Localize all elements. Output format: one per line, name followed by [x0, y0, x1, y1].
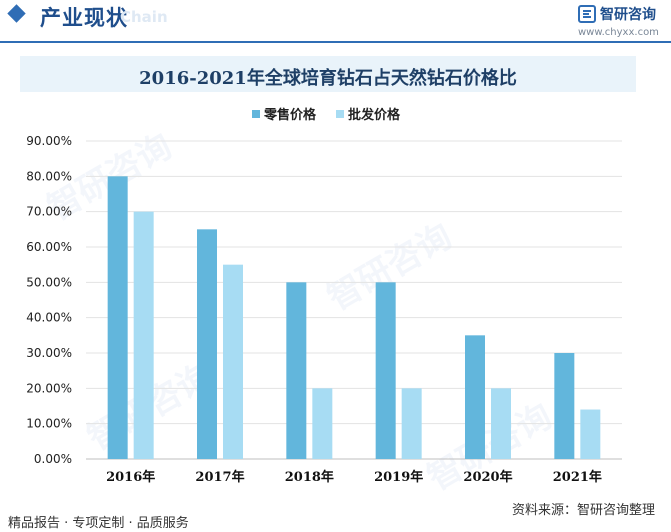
footer-source: 资料来源：智研咨询整理 [512, 503, 656, 518]
legend-label-retail: 零售价格 [264, 108, 317, 123]
bar-retail [286, 282, 307, 459]
legend-label-wholesale: 批发价格 [348, 108, 401, 123]
bar-retail [554, 353, 575, 459]
y-tick-label: 70.00% [26, 205, 72, 219]
y-tick-label: 0.00% [34, 452, 72, 466]
x-tick-label: 2017年 [195, 469, 244, 485]
legend-swatch-wholesale [336, 109, 344, 118]
brand-name: 智研咨询 [600, 7, 656, 23]
chart-title-band [20, 56, 636, 92]
bar-wholesale [401, 388, 422, 459]
brand-url[interactable]: www.chyxx.com [578, 27, 659, 38]
bar-retail [465, 335, 485, 459]
bar-retail [197, 229, 217, 459]
section-subtitle: Chain [120, 8, 168, 26]
legend-item-wholesale: 批发价格 [336, 104, 400, 123]
section-title: 产业现状 [40, 6, 128, 30]
x-tick-label: 2018年 [285, 469, 334, 485]
bar-wholesale [223, 264, 243, 459]
legend-item-retail: 零售价格 [252, 104, 316, 123]
x-tick-label: 2021年 [553, 469, 602, 485]
x-tick-label: 2019年 [374, 469, 423, 485]
y-tick-label: 60.00% [26, 240, 72, 254]
y-tick-label: 40.00% [26, 311, 72, 325]
y-tick-label: 30.00% [26, 346, 72, 360]
bar-wholesale [133, 211, 154, 459]
y-tick-label: 50.00% [26, 275, 72, 289]
legend-swatch-retail [252, 109, 260, 118]
y-tick-label: 90.00% [26, 134, 72, 148]
brand-logo-icon [578, 5, 596, 23]
bar-retail [375, 282, 396, 459]
bar-wholesale [312, 388, 333, 459]
header-divider [0, 41, 671, 43]
y-tick-label: 20.00% [26, 381, 72, 395]
bar-retail [107, 176, 128, 460]
page-header: 产业现状 Chain 智研咨询 www.chyxx.com [0, 0, 671, 43]
x-tick-label: 2016年 [106, 469, 155, 485]
bar-wholesale [491, 388, 511, 459]
y-tick-label: 10.00% [26, 417, 72, 431]
chart-title: 2016-2021年全球培育钻石占天然钻石价格比 [139, 68, 517, 89]
chart-legend: 零售价格 批发价格 [0, 104, 671, 124]
y-tick-label: 80.00% [26, 169, 72, 183]
footer-tagline: 精品报告 · 专项定制 · 品质服务 [8, 516, 189, 531]
x-tick-label: 2020年 [463, 469, 512, 485]
bar-wholesale [580, 409, 601, 459]
